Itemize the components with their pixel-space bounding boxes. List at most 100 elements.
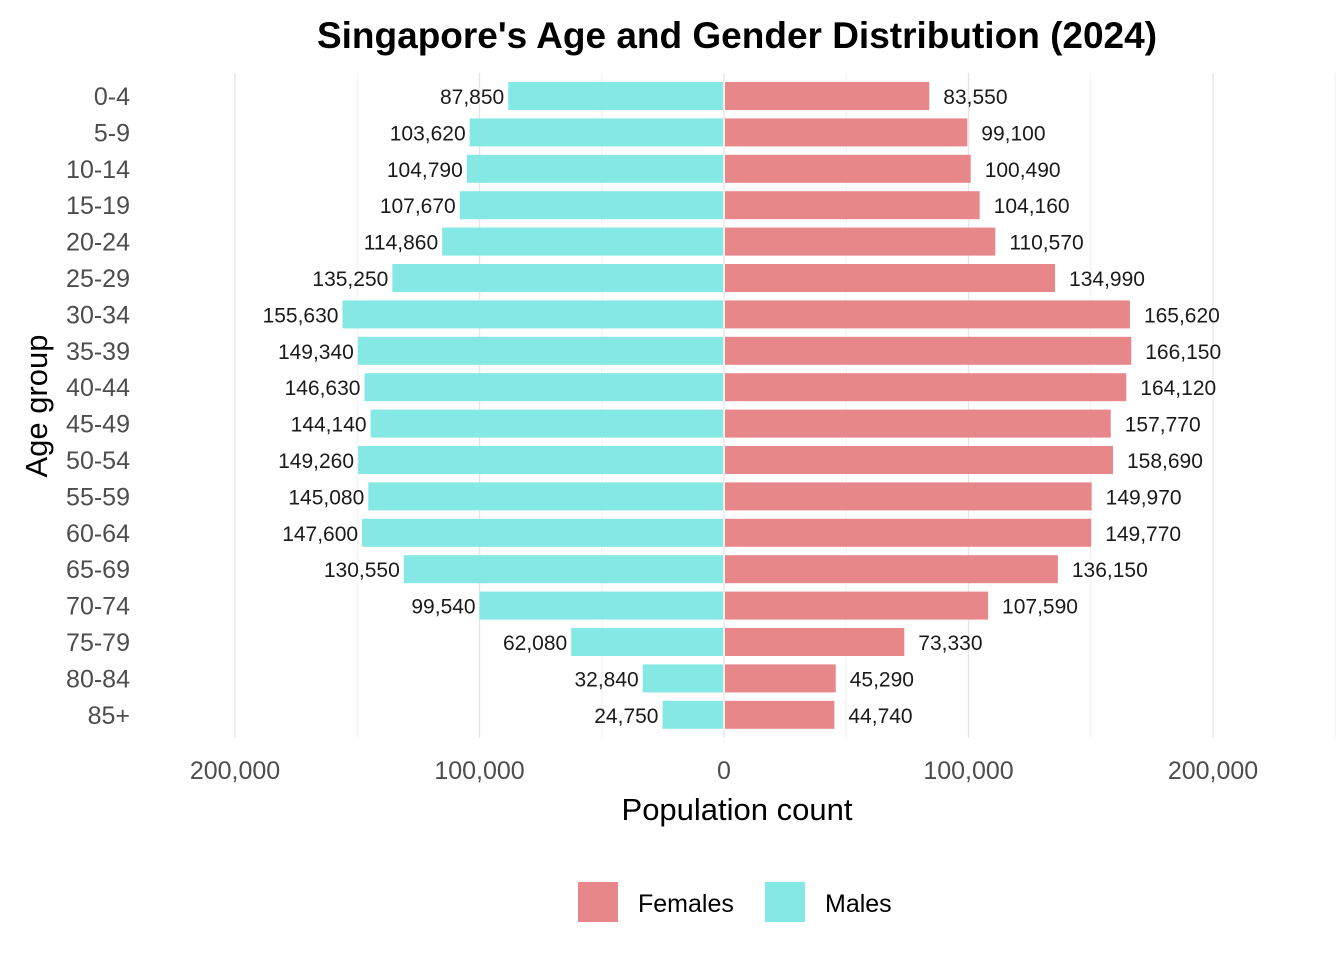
data-label-females-15-19: 104,160 bbox=[994, 195, 1070, 218]
data-label-females-35-39: 166,150 bbox=[1145, 341, 1221, 364]
legend-swatch-males bbox=[765, 882, 805, 922]
data-label-males-60-64: 147,600 bbox=[282, 523, 358, 546]
data-label-males-25-29: 135,250 bbox=[312, 268, 388, 291]
category-label-55-59: 55-59 bbox=[66, 483, 130, 511]
x-tick-label: 100,000 bbox=[923, 757, 1013, 785]
bar-males-40-44 bbox=[364, 373, 723, 402]
data-label-males-35-39: 149,340 bbox=[278, 341, 354, 364]
data-label-males-30-34: 155,630 bbox=[263, 304, 339, 327]
data-label-females-80-84: 45,290 bbox=[850, 668, 914, 691]
bar-females-5-9 bbox=[725, 118, 968, 147]
x-tick-label: 200,000 bbox=[1168, 757, 1258, 785]
chart-title: Singapore's Age and Gender Distribution … bbox=[317, 15, 1157, 56]
data-label-males-50-54: 149,260 bbox=[278, 450, 354, 473]
category-label-0-4: 0-4 bbox=[94, 83, 130, 111]
bar-males-65-69 bbox=[403, 555, 723, 584]
category-label-30-34: 30-34 bbox=[66, 301, 130, 329]
data-label-males-65-69: 130,550 bbox=[324, 559, 400, 582]
x-axis-title: Population count bbox=[622, 792, 853, 827]
category-label-60-64: 60-64 bbox=[66, 520, 130, 548]
data-label-females-5-9: 99,100 bbox=[981, 122, 1045, 145]
bar-layer bbox=[342, 82, 1132, 729]
data-label-males-75-79: 62,080 bbox=[503, 632, 567, 655]
data-label-females-40-44: 164,120 bbox=[1140, 377, 1216, 400]
bar-males-5-9 bbox=[469, 118, 723, 147]
x-tick-label: 0 bbox=[717, 757, 731, 785]
category-label-35-39: 35-39 bbox=[66, 338, 130, 366]
data-label-males-40-44: 146,630 bbox=[285, 377, 361, 400]
bar-females-35-39 bbox=[725, 336, 1132, 365]
data-label-females-85plus: 44,740 bbox=[848, 705, 912, 728]
category-label-65-69: 65-69 bbox=[66, 556, 130, 584]
category-label-80-84: 80-84 bbox=[66, 665, 130, 693]
legend-label-females: Females bbox=[638, 890, 734, 918]
x-tick-label: 100,000 bbox=[434, 757, 524, 785]
bar-females-80-84 bbox=[725, 664, 836, 693]
bar-males-45-49 bbox=[370, 409, 723, 438]
data-label-males-80-84: 32,840 bbox=[574, 668, 638, 691]
bar-females-15-19 bbox=[725, 191, 980, 220]
data-label-males-10-14: 104,790 bbox=[387, 159, 463, 182]
bar-males-25-29 bbox=[392, 264, 723, 292]
bar-females-85plus bbox=[725, 700, 835, 729]
data-label-females-10-14: 100,490 bbox=[985, 159, 1061, 182]
data-label-males-85plus: 24,750 bbox=[594, 705, 658, 728]
legend-label-males: Males bbox=[825, 890, 892, 918]
bar-males-20-24 bbox=[442, 227, 723, 256]
data-label-females-55-59: 149,970 bbox=[1106, 486, 1182, 509]
bar-females-55-59 bbox=[725, 482, 1092, 511]
category-label-25-29: 25-29 bbox=[66, 265, 130, 293]
data-label-layer: 83,550 87,850 99,100 103,620 100,490 104,790 1… bbox=[263, 86, 1222, 728]
data-label-males-5-9: 103,620 bbox=[390, 122, 466, 145]
data-label-males-70-74: 99,540 bbox=[411, 596, 475, 619]
data-label-females-50-54: 158,690 bbox=[1127, 450, 1203, 473]
category-label-20-24: 20-24 bbox=[66, 229, 130, 257]
data-label-males-0-4: 87,850 bbox=[440, 86, 504, 109]
data-label-females-20-24: 110,570 bbox=[1009, 232, 1083, 255]
bar-males-55-59 bbox=[368, 482, 723, 511]
bar-males-80-84 bbox=[642, 664, 723, 693]
data-label-males-55-59: 145,080 bbox=[288, 486, 364, 509]
legend: Females Males bbox=[578, 882, 892, 922]
bar-females-50-54 bbox=[725, 446, 1113, 474]
data-label-males-45-49: 144,140 bbox=[291, 414, 367, 437]
category-label-15-19: 15-19 bbox=[66, 192, 130, 220]
data-label-females-75-79: 73,330 bbox=[918, 632, 982, 655]
data-label-females-70-74: 107,590 bbox=[1002, 596, 1078, 619]
bar-females-20-24 bbox=[725, 227, 996, 256]
category-label-70-74: 70-74 bbox=[66, 593, 130, 621]
data-label-females-45-49: 157,770 bbox=[1125, 414, 1201, 437]
bar-males-10-14 bbox=[466, 154, 723, 183]
bar-males-15-19 bbox=[459, 191, 723, 220]
bar-males-0-4 bbox=[508, 82, 723, 110]
category-label-45-49: 45-49 bbox=[66, 411, 130, 439]
bar-females-0-4 bbox=[725, 82, 930, 110]
data-label-males-20-24: 114,860 bbox=[364, 232, 438, 255]
bar-females-45-49 bbox=[725, 409, 1111, 438]
data-label-females-65-69: 136,150 bbox=[1072, 559, 1148, 582]
category-label-5-9: 5-9 bbox=[94, 119, 130, 147]
bar-males-35-39 bbox=[357, 336, 723, 365]
bar-females-75-79 bbox=[725, 628, 905, 656]
bar-males-70-74 bbox=[479, 591, 723, 620]
data-label-females-30-34: 165,620 bbox=[1144, 304, 1220, 327]
category-label-75-79: 75-79 bbox=[66, 629, 130, 657]
category-label-50-54: 50-54 bbox=[66, 447, 130, 475]
data-label-males-15-19: 107,670 bbox=[380, 195, 456, 218]
x-tick-label: 200,000 bbox=[190, 757, 280, 785]
bar-females-10-14 bbox=[725, 154, 971, 183]
legend-swatch-females bbox=[578, 882, 618, 922]
bar-females-40-44 bbox=[725, 373, 1127, 402]
category-label-10-14: 10-14 bbox=[66, 156, 130, 184]
bar-females-60-64 bbox=[725, 518, 1092, 547]
category-label-85plus: 85+ bbox=[88, 702, 130, 730]
bar-females-30-34 bbox=[725, 300, 1130, 329]
x-axis-ticks: 200,000 100,000 0 100,000 200,000 bbox=[190, 757, 1258, 785]
category-axis: 0-4 5-9 10-14 15-19 20-24 25-29 30-34 35-39 40-4… bbox=[66, 83, 130, 730]
bar-females-65-69 bbox=[725, 555, 1058, 584]
bar-males-50-54 bbox=[358, 446, 723, 474]
bar-females-70-74 bbox=[725, 591, 989, 620]
bar-females-25-29 bbox=[725, 264, 1056, 292]
bar-males-75-79 bbox=[571, 628, 723, 656]
